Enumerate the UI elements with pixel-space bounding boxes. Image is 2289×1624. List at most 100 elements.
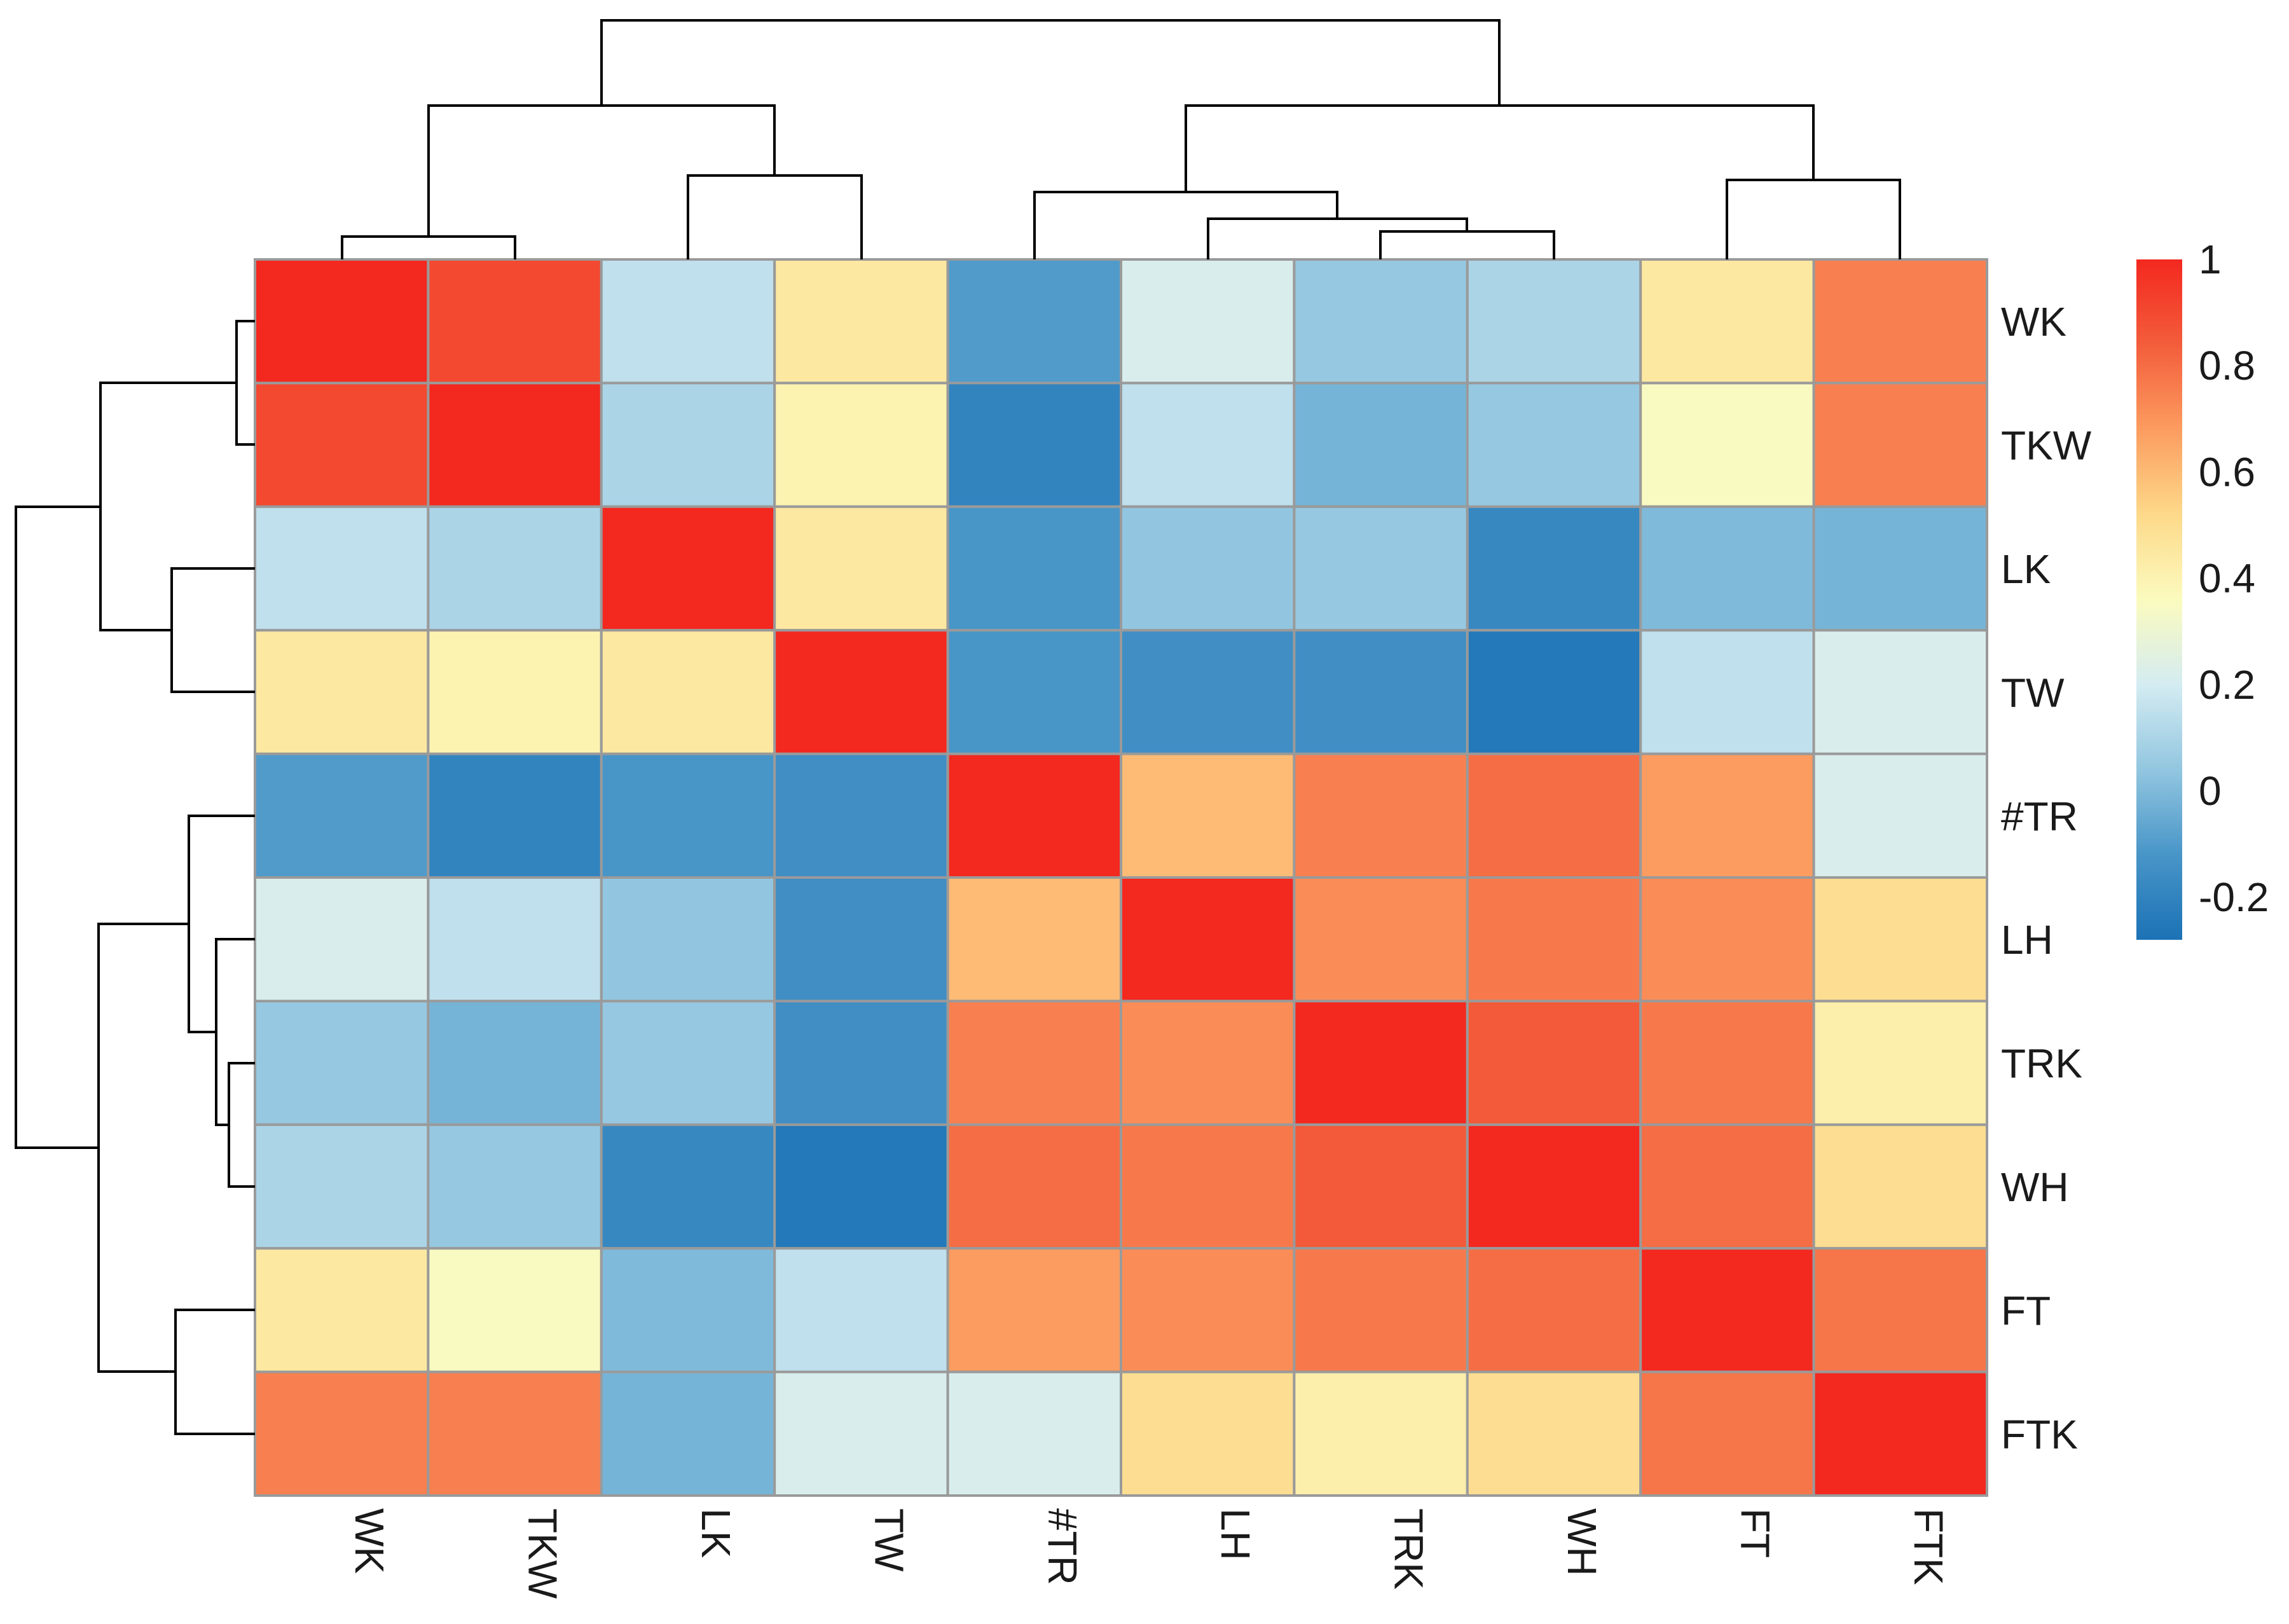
row-label: FT — [2001, 1288, 2051, 1333]
heatmap-cell-WH-WH — [1466, 1123, 1642, 1250]
dendrogram-branch — [170, 567, 255, 693]
heatmap-cell-TW-LH — [1120, 629, 1296, 755]
heatmap-cell-TRK-LH — [1120, 1000, 1296, 1126]
heatmap-cell-WK-LK — [600, 258, 776, 385]
column-label: LH — [1213, 1508, 1258, 1560]
heatmap-cell-WH-TRK — [1293, 1123, 1469, 1250]
column-label: FTK — [1906, 1508, 1951, 1585]
heatmap-cell-LH-WH — [1466, 876, 1642, 1003]
heatmap-cell-#TR-WK — [254, 752, 430, 879]
heatmap-cell-LK-TRK — [1293, 505, 1469, 632]
heatmap-cell-WH-LK — [600, 1123, 776, 1250]
heatmap-cell-FT-#TR — [946, 1247, 1122, 1373]
heatmap-cell-LK-#TR — [946, 505, 1122, 632]
heatmap-cell-FT-WK — [254, 1247, 430, 1373]
dendrogram-branch — [188, 815, 255, 1033]
column-label: WH — [1559, 1508, 1605, 1576]
heatmap-cell-TRK-LK — [600, 1000, 776, 1126]
column-dendrogram — [341, 19, 1901, 259]
heatmap-cell-LH-#TR — [946, 876, 1122, 1003]
heatmap-cell-FTK-WK — [254, 1370, 430, 1497]
colorbar-tick-labels: 1 0.8 0.6 0.4 0.2 0 -0.2 — [2199, 237, 2269, 920]
heatmap-cell-TKW-TRK — [1293, 382, 1469, 508]
heatmap-cell-WK-TKW — [427, 258, 603, 385]
heatmap-cell-WK-WH — [1466, 258, 1642, 385]
heatmap-cell-LK-TKW — [427, 505, 603, 632]
row-label: TW — [2001, 670, 2065, 715]
row-dendrogram — [15, 320, 255, 1435]
heatmap-cell-TRK-FTK — [1812, 1000, 1989, 1126]
heatmap-cell-#TR-FTK — [1812, 752, 1989, 879]
row-label: LK — [2001, 546, 2051, 592]
dendrogram-branch — [228, 1062, 255, 1188]
dendrogram-branch — [341, 235, 516, 259]
heatmap-cell-LK-FTK — [1812, 505, 1989, 632]
heatmap-cell-LH-LH — [1120, 876, 1296, 1003]
heatmap-cell-FTK-FTK — [1812, 1370, 1989, 1497]
heatmap-cell-TW-LK — [600, 629, 776, 755]
colorbar-tick-label: 0.6 — [2199, 449, 2255, 495]
heatmap-cell-#TR-FT — [1639, 752, 1815, 879]
heatmap-cell-#TR-TRK — [1293, 752, 1469, 879]
heatmap-cell-FTK-TW — [773, 1370, 949, 1497]
heatmap-cell-FT-LH — [1120, 1247, 1296, 1373]
heatmap-cell-FTK-WH — [1466, 1370, 1642, 1497]
dendrogram-branch — [15, 506, 100, 1149]
dendrogram-branch — [1726, 179, 1901, 259]
heatmap-cell-LH-FTK — [1812, 876, 1989, 1003]
colorbar-tick-label: -0.2 — [2199, 874, 2269, 920]
colorbar-tick-label: 0.2 — [2199, 662, 2255, 708]
heatmap-cell-TKW-FTK — [1812, 382, 1989, 508]
row-label: FTK — [2001, 1412, 2078, 1457]
heatmap-cell-TRK-TRK — [1293, 1000, 1469, 1126]
heatmap-cell-WH-TKW — [427, 1123, 603, 1250]
heatmap-cell-WK-TRK — [1293, 258, 1469, 385]
heatmap-cell-FT-FTK — [1812, 1247, 1989, 1373]
heatmap-cell-WH-LH — [1120, 1123, 1296, 1250]
heatmap-cell-TKW-FT — [1639, 382, 1815, 508]
heatmap-cell-LH-WK — [254, 876, 430, 1003]
heatmap-cell-TKW-WK — [254, 382, 430, 508]
heatmap-cell-FTK-LH — [1120, 1370, 1296, 1497]
row-label: WH — [2001, 1164, 2069, 1210]
dendrogram-branch — [600, 19, 1501, 106]
heatmap-cell-TRK-WK — [254, 1000, 430, 1126]
heatmap-cell-#TR-WH — [1466, 752, 1642, 879]
heatmap-cell-TW-WK — [254, 629, 430, 755]
row-label: #TR — [2001, 794, 2078, 839]
heatmap-cell-LH-LK — [600, 876, 776, 1003]
row-label: WK — [2001, 299, 2066, 345]
heatmap-cell-FTK-TKW — [427, 1370, 603, 1497]
row-labels: WK TKW LK TW #TR LH TRK WH FT FTK — [2001, 299, 2092, 1457]
heatmap-cell-FT-FT — [1639, 1247, 1815, 1373]
column-labels: WK TKW LK TW #TR LH TRK WH FT FTK — [347, 1508, 1951, 1599]
column-label: FT — [1732, 1508, 1778, 1558]
row-label: TKW — [2001, 423, 2092, 469]
heatmap-cell-LK-WK — [254, 505, 430, 632]
colorbar-tick-label: 1 — [2199, 237, 2222, 282]
heatmap-cell-LK-FT — [1639, 505, 1815, 632]
heatmap-cell-TW-FTK — [1812, 629, 1989, 755]
heatmap-cell-FT-TW — [773, 1247, 949, 1373]
heatmap-cell-FTK-TRK — [1293, 1370, 1469, 1497]
heatmap-cell-TKW-#TR — [946, 382, 1122, 508]
column-label: TRK — [1386, 1508, 1432, 1590]
colorbar — [2136, 259, 2182, 940]
heatmap-cell-WH-FT — [1639, 1123, 1815, 1250]
heatmap-cell-TRK-TKW — [427, 1000, 603, 1126]
colorbar-tick-label: 0.4 — [2199, 556, 2255, 602]
heatmap-cell-TKW-LH — [1120, 382, 1296, 508]
heatmap-cell-TRK-WH — [1466, 1000, 1642, 1126]
heatmap-cell-TW-#TR — [946, 629, 1122, 755]
heatmap-cell-#TR-TW — [773, 752, 949, 879]
column-label: WK — [347, 1508, 392, 1574]
heatmap-cell-WK-FT — [1639, 258, 1815, 385]
heatmap-cell-WH-FTK — [1812, 1123, 1989, 1250]
dendrogram-branch — [1379, 230, 1555, 259]
heatmap-cell-TW-TRK — [1293, 629, 1469, 755]
heatmap-cell-WK-TW — [773, 258, 949, 385]
heatmap-cell-TW-WH — [1466, 629, 1642, 755]
dendrogram-branch — [99, 382, 237, 631]
heatmap-cell-FTK-#TR — [946, 1370, 1122, 1497]
